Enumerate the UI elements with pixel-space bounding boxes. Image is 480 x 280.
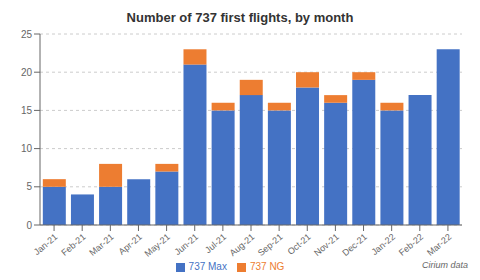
- svg-text:Dec-21: Dec-21: [340, 232, 369, 258]
- svg-text:5: 5: [26, 181, 32, 192]
- svg-text:15: 15: [21, 105, 33, 116]
- html-text:737 Max: 737 Max: [188, 261, 227, 272]
- svg-text:Aug-21: Aug-21: [228, 232, 257, 258]
- svg-text:10: 10: [21, 143, 33, 154]
- svg-text:May-21: May-21: [143, 232, 172, 259]
- svg-text:Feb-21: Feb-21: [59, 232, 87, 258]
- svg-text:20: 20: [21, 67, 33, 78]
- svg-text:Apr-21: Apr-21: [117, 232, 144, 257]
- svg-text:Mar-22: Mar-22: [425, 232, 453, 258]
- svg-text:Jun-21: Jun-21: [173, 232, 201, 257]
- html-text:Cirium data: Cirium data: [422, 260, 468, 270]
- svg-text:25: 25: [21, 29, 33, 40]
- svg-text:Jan-22: Jan-22: [370, 232, 398, 257]
- html-text:Number of 737 first flights, b: Number of 737 first flights, by month: [126, 10, 354, 25]
- svg-text:Nov-21: Nov-21: [312, 232, 341, 258]
- svg-text:Jan-21: Jan-21: [32, 232, 60, 257]
- svg-text:0: 0: [26, 220, 32, 231]
- svg-text:Mar-21: Mar-21: [87, 232, 115, 258]
- svg-text:Jul-21: Jul-21: [203, 232, 228, 255]
- html-text:737 NG: 737 NG: [249, 261, 285, 272]
- svg-text:Feb-22: Feb-22: [397, 232, 425, 258]
- svg-text:Sep-21: Sep-21: [256, 232, 285, 258]
- svg-text:Oct-21: Oct-21: [286, 232, 313, 257]
